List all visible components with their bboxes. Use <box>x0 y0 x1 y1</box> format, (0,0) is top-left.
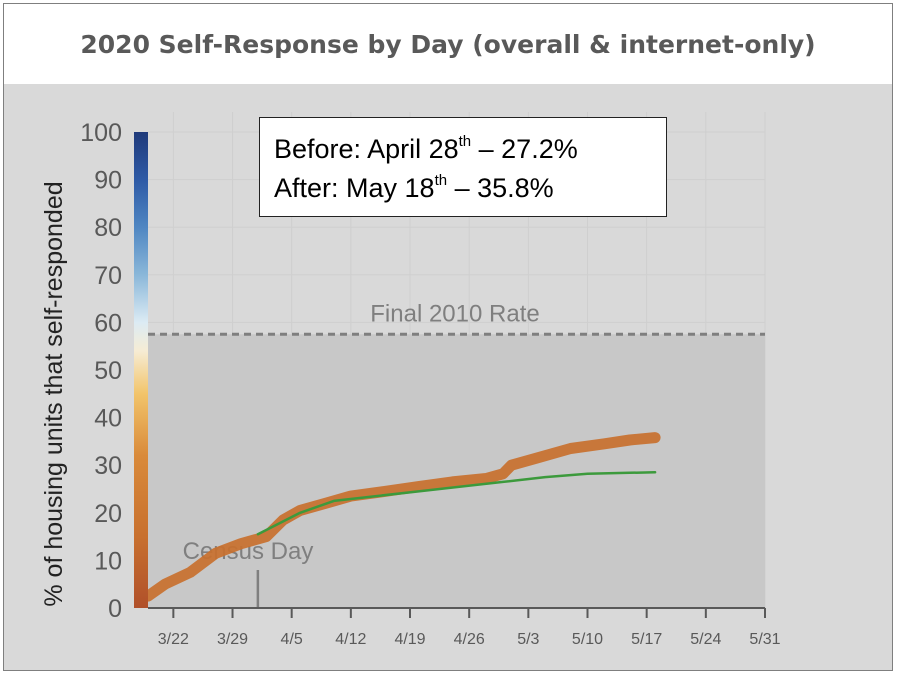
title-band: 2020 Self-Response by Day (overall & int… <box>4 4 892 84</box>
series-group <box>142 432 661 602</box>
chart-title: 2020 Self-Response by Day (overall & int… <box>80 29 816 59</box>
x-tick-label-4/26: 4/26 <box>454 631 485 648</box>
annotation-after-value: – 35.8% <box>447 173 554 203</box>
internet-only-response-line <box>256 471 657 536</box>
x-tick-label-4/5: 4/5 <box>281 631 303 648</box>
shaded-band-rect <box>148 334 765 608</box>
annotation-before-value: – 27.2% <box>471 134 578 164</box>
x-tick-label-3/29: 3/29 <box>217 631 248 648</box>
x-tick-labels: 3/22 3/29 4/5 4/12 4/19 4/26 5/3 5/10 5/17 5/24 5/… <box>158 631 781 648</box>
annotation-before-ordinal: th <box>458 133 472 150</box>
x-tick-label-4/19: 4/19 <box>394 631 425 648</box>
overall-response-line <box>142 432 661 602</box>
annotation-before-text: Before: April 28 <box>274 134 459 164</box>
y-tick-label-0: 0 <box>108 595 122 623</box>
y-tick-label-100: 100 <box>80 119 122 147</box>
x-tick-label-5/31: 5/31 <box>749 631 780 648</box>
x-tick-label-4/12: 4/12 <box>335 631 366 648</box>
shaded-band <box>148 334 765 608</box>
x-tick-label-5/17: 5/17 <box>631 631 662 648</box>
y-tick-label-90: 90 <box>94 167 122 195</box>
reference-line-label: Final 2010 Rate <box>370 300 539 327</box>
x-tick-label-5/10: 5/10 <box>572 631 603 648</box>
x-tick-label-3/22: 3/22 <box>158 631 189 648</box>
y-tick-label-80: 80 <box>94 214 122 242</box>
y-tick-label-10: 10 <box>94 547 122 575</box>
x-tick-label-5/3: 5/3 <box>517 631 539 648</box>
y-tick-label-70: 70 <box>94 262 122 290</box>
reference-line-group: Final 2010 Rate <box>148 300 765 336</box>
y-color-scale <box>134 132 148 608</box>
y-tick-label-60: 60 <box>94 309 122 337</box>
x-tick-label-5/24: 5/24 <box>690 631 721 648</box>
annotation-line-after: After: May 18th – 35.8% <box>274 169 666 208</box>
annotation-after-ordinal: th <box>434 172 448 189</box>
y-tick-label-40: 40 <box>94 405 122 433</box>
y-axis-label-group: % of housing units that self-responded <box>40 181 68 606</box>
y-tick-label-20: 20 <box>94 500 122 528</box>
y-tick-labels: 0 10 20 30 40 50 60 70 80 90 100 <box>80 119 122 623</box>
y-tick-label-30: 30 <box>94 452 122 480</box>
y-axis-label: % of housing units that self-responded <box>40 181 68 606</box>
y-tick-label-50: 50 <box>94 357 122 385</box>
axes <box>148 607 766 618</box>
annotation-after-text: After: May 18 <box>274 173 435 203</box>
y-color-scale-bar <box>134 132 148 608</box>
annotation-line-before: Before: April 28th – 27.2% <box>274 130 666 169</box>
annotation-box: Before: April 28th – 27.2% After: May 18… <box>259 117 667 217</box>
